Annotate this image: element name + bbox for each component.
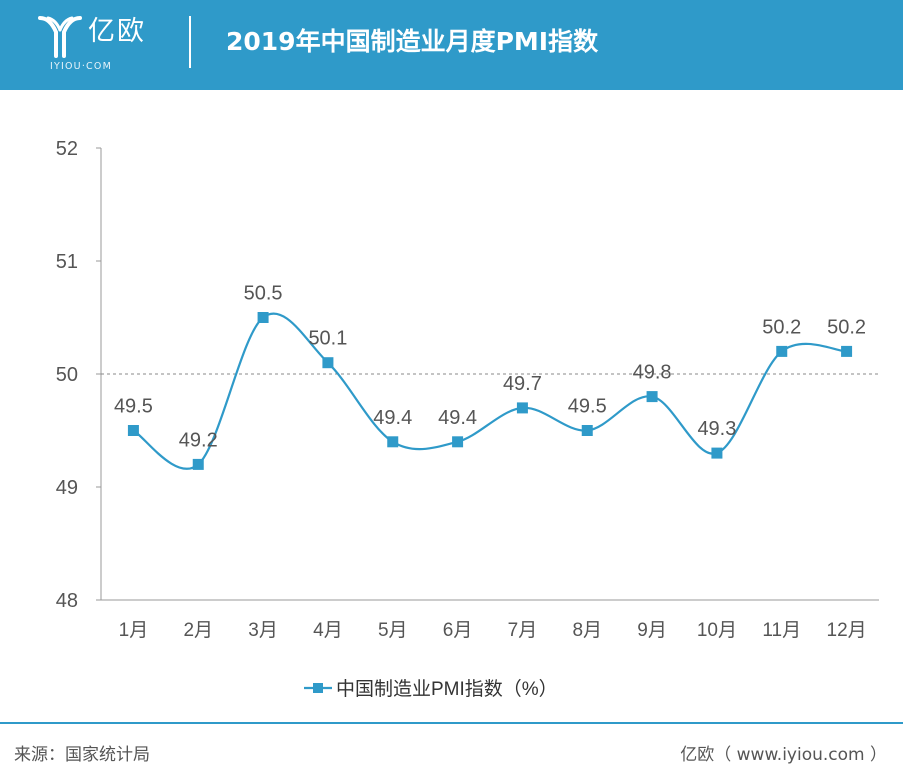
data-label: 49.5 — [114, 396, 153, 418]
x-tick-label: 6月 — [443, 620, 473, 641]
series-line — [132, 312, 847, 470]
data-point-marker — [516, 402, 528, 414]
data-label: 49.5 — [568, 396, 607, 418]
chart-area: 48 49 50 51 52 1月 2月 3月 4月 5月 6月 7月 8月 9月 10月 11月 12月 49.… — [0, 90, 903, 720]
data-label: 49.4 — [373, 407, 412, 429]
data-point-marker — [841, 345, 853, 357]
x-tick-label: 9月 — [637, 620, 667, 641]
iyiou-logo-icon — [38, 16, 82, 58]
header-banner: 亿欧 IYIOU·COM 2019年中国制造业月度PMI指数 — [0, 0, 903, 90]
data-label: 49.7 — [503, 373, 542, 395]
line-chart: 48 49 50 51 52 1月 2月 3月 4月 5月 6月 7月 8月 9月 10月 11月 12月 49.… — [56, 138, 879, 700]
x-tick-label: 7月 — [508, 620, 538, 641]
y-tick-label: 48 — [56, 590, 78, 612]
data-label: 50.1 — [308, 328, 347, 350]
footer-divider — [0, 722, 903, 724]
legend-label: 中国制造业PMI指数（%） — [336, 678, 558, 700]
x-tick-label: 4月 — [313, 620, 343, 641]
data-point-marker — [581, 425, 593, 436]
data-label: 50.2 — [827, 316, 866, 338]
data-point-marker — [257, 312, 269, 323]
y-tick-label: 50 — [56, 364, 78, 386]
data-label: 50.5 — [244, 283, 283, 305]
y-tick-label: 49 — [56, 477, 78, 499]
x-tick-label: 1月 — [119, 620, 149, 641]
x-tick-label: 10月 — [697, 620, 737, 641]
x-tick-label: 3月 — [248, 620, 278, 641]
x-tick-label: 11月 — [762, 620, 801, 641]
y-tick-label: 52 — [56, 138, 78, 160]
data-label: 50.2 — [762, 316, 801, 338]
data-point-marker — [192, 458, 204, 470]
data-point-marker — [452, 436, 464, 448]
page-title: 2019年中国制造业月度PMI指数 — [226, 27, 599, 56]
data-point-marker — [776, 345, 788, 357]
y-tick-label: 51 — [56, 251, 78, 273]
data-point-marker — [387, 436, 399, 448]
x-tick-label: 2月 — [183, 620, 213, 641]
data-label: 49.2 — [179, 429, 218, 451]
data-point-marker — [127, 425, 139, 436]
data-label: 49.4 — [438, 407, 477, 429]
x-tick-label: 8月 — [572, 620, 602, 641]
data-label: 49.3 — [697, 418, 736, 440]
data-point-marker — [646, 391, 658, 403]
x-tick-label: 5月 — [378, 620, 408, 641]
x-tick-label: 12月 — [827, 620, 867, 641]
logo-subtext: IYIOU·COM — [50, 61, 112, 72]
source-note: 来源：国家统计局 — [14, 745, 150, 765]
data-label: 49.8 — [633, 362, 672, 384]
logo-text: 亿欧 — [88, 16, 146, 47]
legend-marker-swatch — [313, 683, 323, 693]
data-point-marker — [322, 357, 334, 369]
header-divider — [189, 16, 191, 68]
data-point-marker — [711, 447, 723, 459]
site-credit: 亿欧（ www.iyiou.com ） — [680, 745, 887, 765]
